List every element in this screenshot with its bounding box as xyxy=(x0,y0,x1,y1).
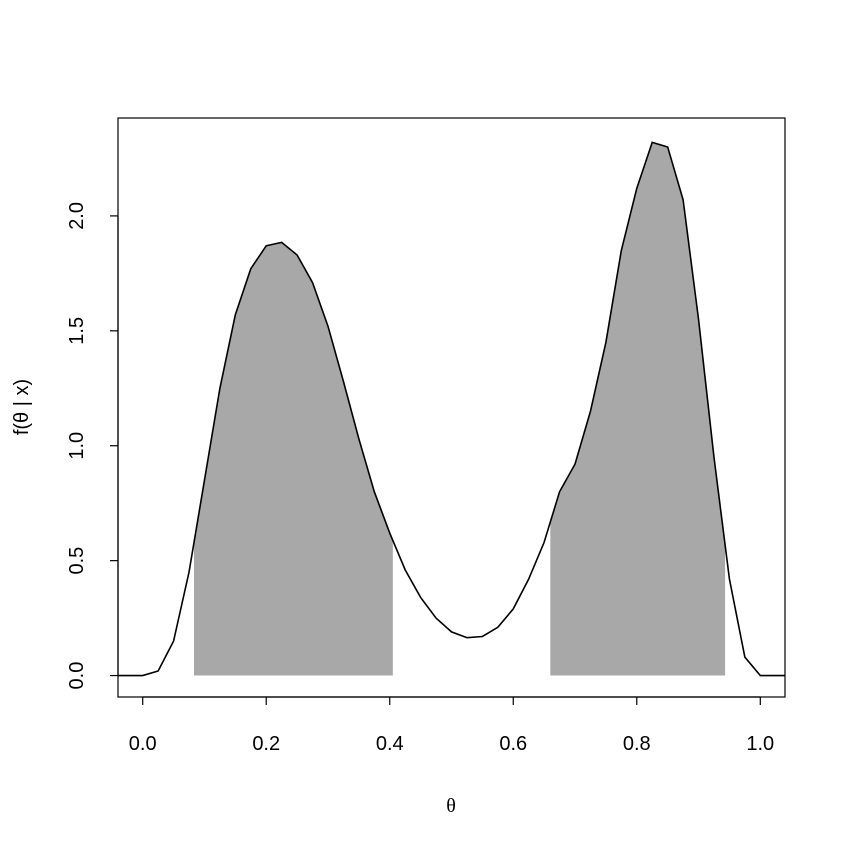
y-axis-label: f(θ | x) xyxy=(11,379,33,435)
y-tick-label: 0.0 xyxy=(66,662,88,690)
x-tick-label: 0.4 xyxy=(376,733,404,755)
shaded-region xyxy=(193,142,393,676)
x-tick-label: 0.6 xyxy=(499,733,527,755)
y-tick-label: 0.5 xyxy=(66,547,88,575)
x-tick-label: 1.0 xyxy=(746,733,774,755)
shaded-region xyxy=(550,142,726,676)
y-tick-label: 1.0 xyxy=(66,432,88,460)
density-curve xyxy=(118,141,785,677)
x-tick-label: 0.8 xyxy=(623,733,651,755)
x-axis-label: θ xyxy=(446,795,456,817)
x-tick-label: 0.0 xyxy=(129,733,157,755)
y-tick-label: 2.0 xyxy=(66,202,88,230)
x-tick-label: 0.2 xyxy=(252,733,280,755)
y-tick-label: 1.5 xyxy=(66,317,88,345)
